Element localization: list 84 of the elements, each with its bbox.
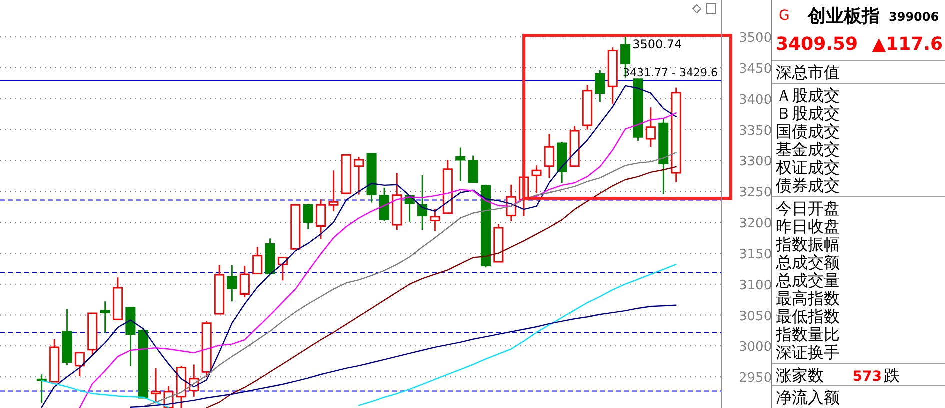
y-tick-label: 3350	[739, 124, 772, 139]
candlestick	[74, 352, 85, 378]
y-tick-label: 3500	[739, 31, 772, 46]
candlestick	[418, 174, 428, 231]
candlestick	[494, 224, 504, 263]
y-tick-label: 2950	[739, 371, 772, 386]
candlestick	[633, 78, 644, 142]
y-tick-label: 3050	[739, 309, 772, 324]
text: 指数振幅	[775, 235, 840, 254]
candlestick	[646, 106, 656, 148]
text: 债券成交	[776, 176, 840, 195]
y-tick-label: 3300	[739, 154, 772, 170]
candlestick	[316, 198, 326, 240]
candlestick	[392, 172, 402, 231]
candlestick	[582, 84, 593, 131]
candlestick	[468, 155, 478, 184]
y-tick-label: 3100	[739, 278, 772, 294]
text: 最低指数	[776, 307, 840, 326]
text: 深证换手	[776, 343, 840, 362]
text: 基金成交	[776, 140, 840, 159]
text: 净流入额	[776, 388, 840, 407]
text: 399006	[889, 10, 940, 24]
candlestick	[50, 338, 60, 384]
candlestick	[36, 374, 47, 404]
annotation: 3500.74	[632, 38, 682, 52]
y-tick-label: 3150	[739, 247, 772, 262]
candlestick	[341, 154, 352, 194]
text: 创业板指	[807, 6, 880, 27]
text: 跌	[884, 366, 900, 385]
candlestick	[671, 87, 682, 184]
candlestick	[532, 164, 542, 194]
candlestick	[328, 170, 339, 212]
text: 昨日收盘	[776, 217, 840, 236]
candlestick	[202, 320, 212, 378]
text: 涨家数	[776, 366, 824, 385]
text: 最高指数	[776, 289, 840, 308]
candlestick	[366, 153, 377, 204]
candlestick	[88, 312, 98, 356]
candlestick	[138, 328, 148, 399]
text: Ｂ股成交	[776, 104, 840, 123]
candlestick	[608, 46, 618, 105]
text: 今日开盘	[776, 199, 840, 218]
candlestick	[456, 147, 466, 182]
text: G	[779, 8, 790, 24]
y-tick-label: 3000	[739, 340, 772, 356]
candlestick	[570, 125, 580, 167]
y-tick-label: 3450	[739, 62, 772, 77]
candlestick	[544, 133, 554, 179]
candlestick	[214, 264, 225, 315]
text: ▲117.6	[872, 34, 943, 55]
text: 总成交量	[775, 271, 840, 290]
y-tick-label: 3400	[739, 92, 772, 108]
candlestick	[354, 156, 364, 196]
text: 指数量比	[775, 325, 840, 344]
candlestick	[62, 308, 72, 366]
candlestick	[126, 307, 136, 367]
text: 深总市值	[776, 63, 840, 82]
candlestick	[112, 276, 124, 321]
text: 权证成交	[775, 158, 840, 177]
candlestick	[557, 141, 568, 184]
candlestick	[430, 208, 440, 232]
candlestick	[252, 246, 263, 275]
candlestick	[176, 365, 186, 408]
y-tick-label: 3200	[739, 216, 772, 232]
candlestick	[595, 70, 606, 103]
candlestick	[480, 184, 491, 268]
candlestick	[100, 300, 110, 334]
candlestick	[658, 118, 669, 195]
candlestick	[240, 265, 250, 298]
y-tick-label: 3250	[739, 186, 772, 201]
text: Ａ股成交	[776, 86, 840, 105]
text: 国债成交	[776, 122, 840, 141]
text: 573	[852, 369, 882, 385]
text: 3409.59	[776, 34, 858, 55]
candlestick	[442, 159, 453, 214]
line-series	[206, 166, 677, 408]
candlestick	[303, 203, 314, 230]
text: 总成交额	[775, 253, 840, 272]
candlestick	[265, 238, 276, 275]
candlestick	[290, 204, 301, 250]
candlestick	[151, 368, 162, 404]
candlestick	[379, 187, 390, 222]
line-series	[130, 304, 677, 408]
candlestick	[227, 264, 238, 302]
